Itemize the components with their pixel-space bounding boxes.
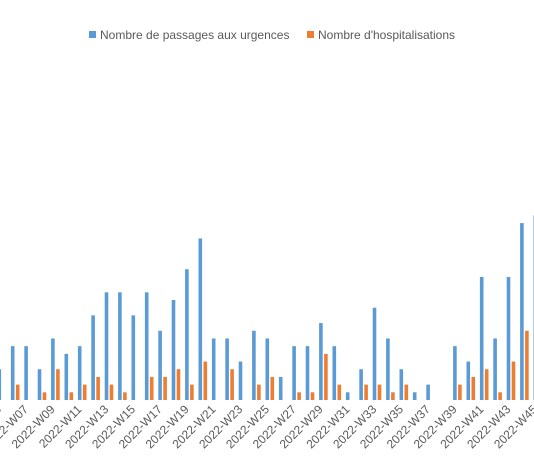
bar [96,376,100,400]
bar [453,346,457,400]
bar [225,338,229,400]
bar [479,276,484,400]
bar [185,269,189,400]
bar [520,223,524,400]
bar [399,369,404,400]
bar [498,392,502,400]
legend-swatch [89,31,96,38]
bar [386,338,390,400]
bar [391,392,395,400]
bar [118,292,122,400]
bar [42,392,47,400]
bar [104,292,109,400]
bar [484,369,489,400]
bar [278,376,283,400]
bar [56,369,60,400]
bar [257,384,261,400]
bar [305,346,310,400]
bar [310,392,315,400]
bar [149,376,154,400]
bar [158,330,162,400]
bar [211,338,216,400]
bar [123,392,127,400]
bar [364,384,368,400]
legend-swatch [307,31,314,38]
bar [372,307,377,400]
bar [458,384,462,400]
bar [426,384,430,400]
legend-label: Nombre de passages aux urgences [100,28,289,42]
bar [525,330,529,400]
bar [265,338,270,400]
bar [238,361,243,400]
legend-label: Nombre d'hospitalisations [318,28,455,42]
bar [82,384,87,400]
bar [37,369,42,400]
bar [412,392,417,400]
bar [91,315,95,400]
bar [404,384,409,400]
bar [10,346,15,400]
bar [24,346,28,400]
bar [230,369,234,400]
bar [171,300,176,400]
bar [163,376,167,400]
bar [15,384,20,400]
bar [511,361,516,400]
bar [252,330,256,400]
bar [144,292,149,400]
bar [190,384,194,400]
bar [64,353,69,400]
bar [297,392,301,400]
bar [466,361,471,400]
bar [270,376,275,400]
bar [203,361,208,400]
bar [131,315,136,400]
bar [345,392,350,400]
bar [471,376,476,400]
bar [77,346,82,400]
bar [51,338,55,400]
bar [109,384,114,400]
bar [198,238,203,400]
bar [176,369,181,400]
bar [69,392,74,400]
bar [0,369,2,400]
bar [493,338,497,400]
bar [332,346,337,400]
bar [377,384,382,400]
bar [506,276,511,400]
bar [324,353,328,400]
bar [337,384,342,400]
bar [292,346,296,400]
bar [359,369,363,400]
bar [319,323,323,400]
